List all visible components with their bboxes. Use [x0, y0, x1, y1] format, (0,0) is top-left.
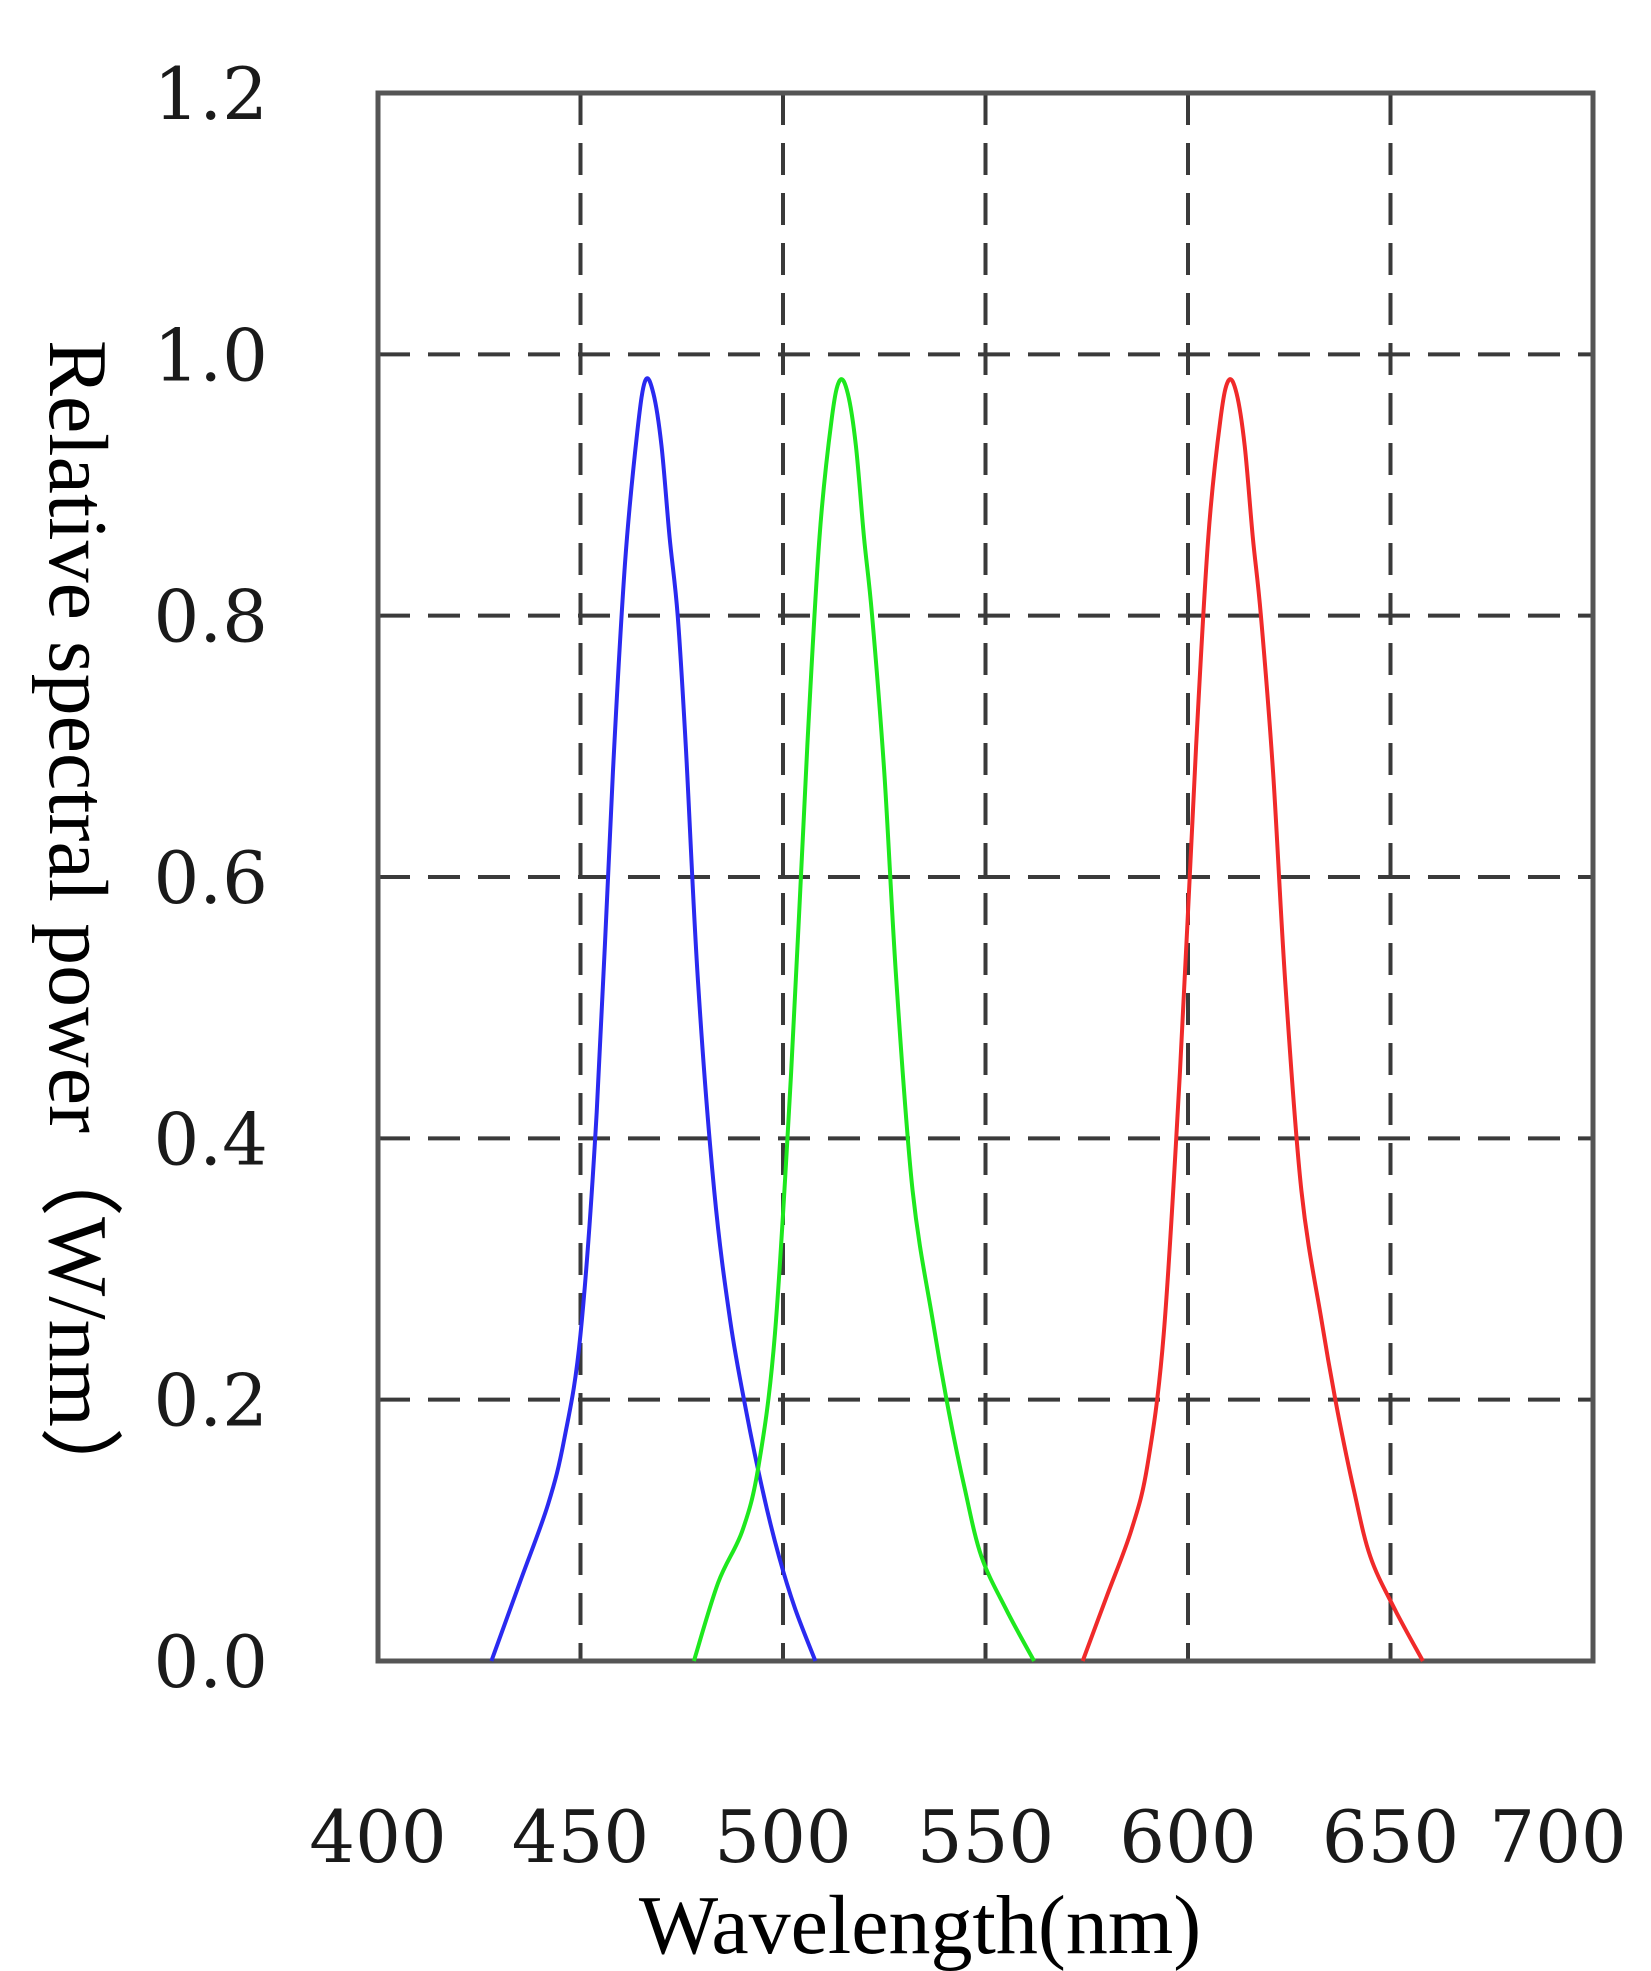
plot-frame	[375, 90, 1596, 1664]
x-tick-label: 600	[1119, 1795, 1256, 1879]
x-tick-label: 700	[1489, 1795, 1626, 1879]
x-tick-labels: 400 450 500 550 600 650 700	[309, 1795, 1626, 1879]
y-tick-labels: 0.0 0.2 0.4 0.6 0.8 1.0 1.2	[153, 52, 268, 1704]
y-tick-label: 0.6	[153, 836, 268, 920]
x-axis-title: Wavelength(nm)	[639, 1879, 1201, 1971]
series-line-2	[691, 377, 1036, 1662]
grid	[378, 93, 1593, 1661]
x-tick-label: 400	[309, 1795, 446, 1879]
y-tick-label: 1.0	[153, 313, 268, 397]
y-tick-label: 0.8	[153, 575, 268, 659]
y-tick-label: 0.4	[153, 1097, 268, 1181]
series-group	[489, 376, 1425, 1662]
series-line-1	[489, 376, 818, 1662]
x-tick-label: 450	[512, 1795, 649, 1879]
y-tick-label: 0.2	[153, 1359, 268, 1443]
x-tick-label: 650	[1322, 1795, 1459, 1879]
y-tick-label: 0.0	[153, 1620, 268, 1704]
x-tick-label: 550	[917, 1795, 1054, 1879]
series-line-3	[1080, 377, 1425, 1662]
y-axis-title: Relative spectral power（W/nm）	[31, 340, 124, 1511]
y-tick-label: 1.2	[153, 52, 268, 136]
x-tick-label: 500	[714, 1795, 851, 1879]
